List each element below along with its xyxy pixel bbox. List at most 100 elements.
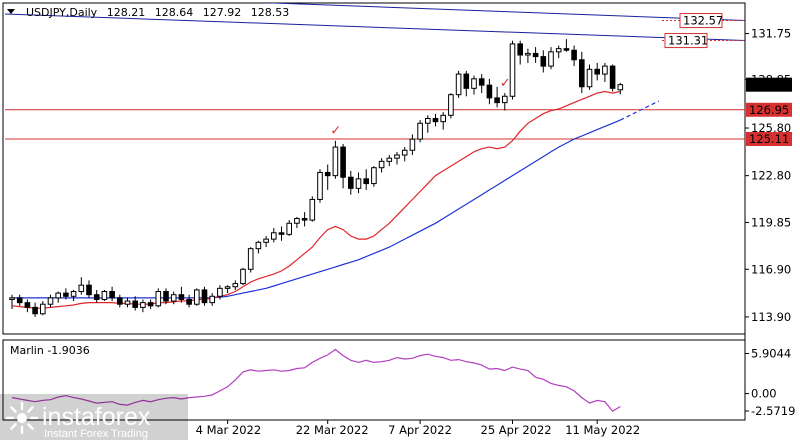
header-dropdown-icon[interactable]	[7, 9, 15, 14]
candle	[70, 289, 77, 302]
candle-body	[201, 289, 208, 304]
candle-body	[55, 292, 62, 299]
candle	[571, 45, 577, 67]
candle-body	[155, 291, 162, 307]
candle	[417, 120, 423, 143]
candle	[555, 45, 562, 59]
candle	[247, 247, 254, 273]
candle-body	[70, 291, 77, 297]
candle-body	[494, 97, 500, 104]
candle	[109, 286, 115, 302]
candle	[386, 155, 393, 167]
time-tick-label: 11 May 2022	[565, 423, 640, 437]
candle	[209, 293, 215, 306]
candle-body	[394, 154, 400, 159]
header-low: 127.92	[203, 6, 242, 19]
candle-body	[386, 157, 393, 162]
candle-body	[378, 160, 385, 169]
candle-body	[163, 291, 169, 302]
candle-body	[502, 95, 508, 104]
candle-body	[478, 78, 485, 86]
candle	[602, 62, 608, 82]
candle	[186, 294, 192, 308]
time-tick-label: 7 Apr 2022	[388, 423, 452, 437]
candle	[140, 299, 146, 313]
candle	[332, 140, 339, 179]
channel-tag	[679, 13, 723, 29]
candle	[101, 289, 108, 302]
candle-body	[294, 218, 300, 224]
candle	[401, 147, 408, 162]
marlin-line	[11, 348, 621, 412]
current-price-label: 128.53	[749, 78, 789, 92]
candle	[301, 212, 308, 227]
candle-body	[78, 284, 85, 293]
candle-body	[124, 300, 131, 305]
candle	[409, 134, 416, 156]
candle	[124, 297, 131, 308]
candle-body	[32, 306, 38, 315]
candle	[286, 220, 292, 236]
candle-body	[147, 302, 154, 307]
candle-body	[240, 268, 246, 285]
candle-body	[63, 292, 69, 297]
candle-body	[463, 73, 470, 89]
candle-body	[455, 73, 462, 96]
candle-body	[9, 297, 15, 300]
candle-body	[579, 59, 585, 88]
candle-body	[571, 49, 577, 61]
candle-body	[209, 295, 215, 304]
candle	[55, 291, 62, 303]
candle	[317, 169, 323, 203]
candle-body	[109, 291, 115, 299]
candle	[394, 151, 400, 165]
candle-body	[40, 303, 46, 315]
header-high: 128.64	[155, 6, 194, 19]
candle	[563, 39, 570, 52]
level-badge-label: 125.11	[749, 132, 789, 146]
candle-body	[609, 65, 616, 89]
current-price-badge	[746, 77, 792, 92]
candle	[494, 86, 500, 108]
candle-body	[132, 300, 138, 308]
candle	[40, 301, 46, 316]
candle	[201, 286, 208, 306]
candle	[224, 285, 231, 294]
candle-body	[448, 94, 454, 116]
candle	[340, 143, 346, 189]
price-tick-label: 122.80	[751, 169, 791, 183]
time-tick-label: 4 Mar 2022	[196, 423, 262, 437]
candle	[63, 288, 69, 300]
candle	[47, 294, 54, 308]
channel-tag-label: 132.57	[683, 14, 723, 28]
candle	[455, 70, 462, 98]
channel-tag	[664, 33, 708, 49]
candle-body	[471, 78, 477, 89]
candle-body	[324, 171, 331, 177]
logo-brand: instaforex	[42, 403, 151, 431]
candle	[517, 40, 524, 65]
candle	[24, 299, 31, 313]
candle	[502, 93, 508, 111]
candle	[32, 302, 38, 317]
candle-body	[278, 232, 285, 235]
price-tick-label: 116.90	[751, 262, 791, 276]
candle	[93, 289, 100, 303]
candle	[271, 228, 277, 243]
candle-body	[563, 48, 570, 51]
candle	[132, 296, 138, 311]
candle-body	[271, 232, 277, 240]
candle	[355, 172, 362, 194]
check-mark: ✓	[500, 76, 511, 91]
candle	[348, 170, 354, 195]
candles	[9, 39, 624, 317]
candle-body	[93, 294, 100, 300]
price-tick-label: 125.80	[751, 121, 791, 135]
indicator-tick-label: 0.00	[751, 387, 777, 401]
candle-body	[178, 294, 185, 300]
price-tick-label: 119.85	[751, 215, 791, 229]
candle	[540, 50, 547, 73]
candle-body	[301, 218, 308, 221]
logo-sun-icon	[5, 401, 39, 435]
price-tick-label: 131.75	[751, 27, 791, 41]
